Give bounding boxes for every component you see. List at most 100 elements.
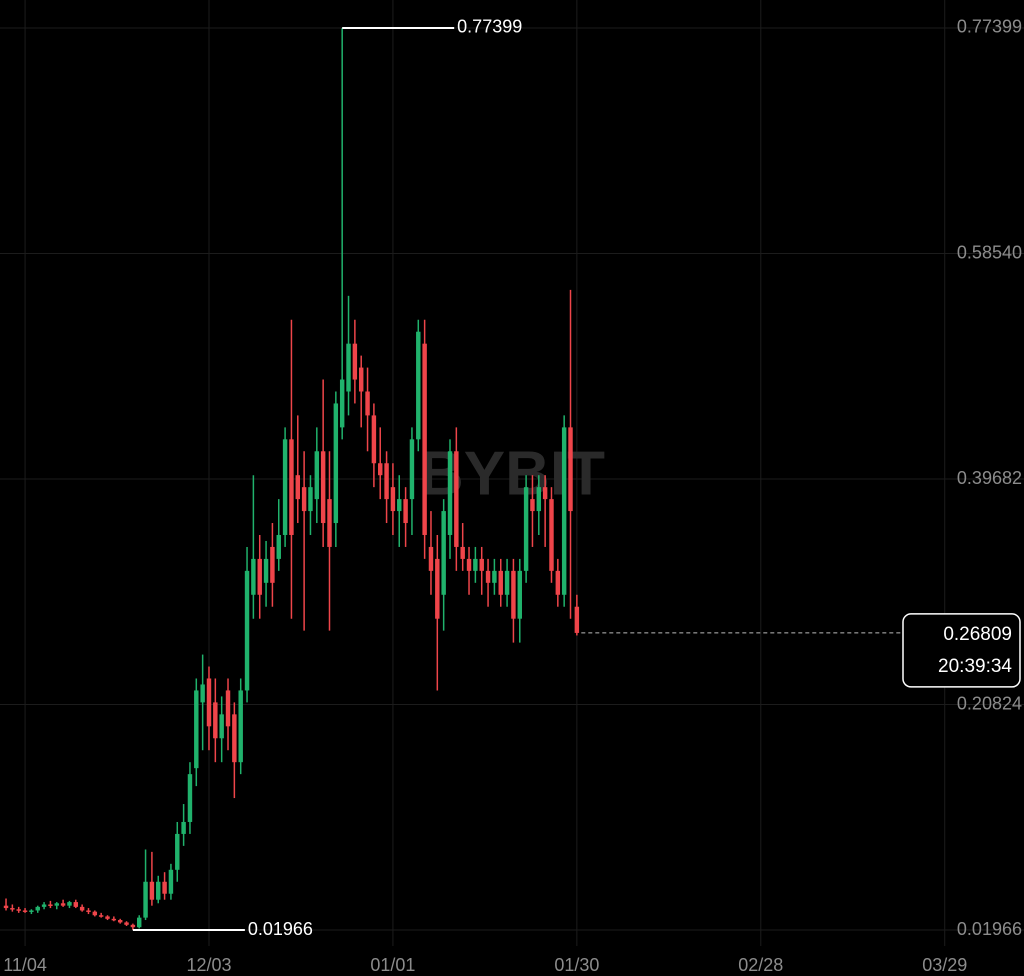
candle-body <box>206 678 212 727</box>
candle-body <box>232 714 237 763</box>
candle-body <box>257 558 262 595</box>
candle-body <box>333 403 339 524</box>
candle-body <box>460 546 465 559</box>
candle-body <box>263 558 269 583</box>
candle-body <box>79 906 85 911</box>
candle-body <box>511 570 516 619</box>
y-tick-label: 0.20824 <box>957 693 1022 713</box>
candle-body <box>447 451 453 535</box>
candle-body <box>314 451 320 500</box>
candle-body <box>175 833 180 870</box>
candle-body <box>73 902 79 907</box>
candle-body <box>441 511 446 595</box>
low-marker-label: 0.01966 <box>248 919 313 939</box>
candle-body <box>403 499 408 524</box>
candle-body <box>225 690 231 727</box>
candle-body <box>124 922 129 925</box>
candle-body <box>378 463 383 476</box>
candle-body <box>3 905 9 909</box>
candle-body <box>358 367 364 392</box>
candle-body <box>327 499 332 547</box>
candle-body <box>98 915 104 917</box>
x-tick-label: 03/29 <box>922 955 967 975</box>
candle-body <box>270 546 275 583</box>
candle-body <box>504 570 510 595</box>
candle-body <box>390 487 396 512</box>
candle-body <box>536 487 542 512</box>
candle-body <box>48 904 53 906</box>
candle-body <box>111 918 117 921</box>
candle-body <box>352 343 358 380</box>
high-marker-label: 0.77399 <box>457 17 522 37</box>
candle-body <box>561 427 567 595</box>
y-tick-label: 0.39682 <box>957 468 1022 488</box>
x-tick-label: 11/04 <box>3 955 47 975</box>
candle-body <box>555 570 561 595</box>
candle-body <box>492 570 497 583</box>
candle-body <box>371 415 377 464</box>
candle-body <box>530 499 535 512</box>
candle-body <box>168 869 174 894</box>
candle-body <box>523 487 529 571</box>
candle-body <box>60 903 66 906</box>
candle-body <box>549 499 554 571</box>
candle-body <box>187 774 193 822</box>
candle-body <box>346 343 351 392</box>
candle-body <box>143 881 148 918</box>
candle-body <box>542 487 548 500</box>
candle-body <box>435 558 440 619</box>
x-tick-label: 02/28 <box>738 955 783 975</box>
candle-body <box>238 690 243 763</box>
candle-body <box>35 906 40 911</box>
candle-body <box>416 331 421 440</box>
candle-body <box>339 379 345 428</box>
candle-body <box>574 606 580 633</box>
candle-body <box>86 910 91 912</box>
candle-body <box>219 714 224 739</box>
candle-body <box>117 920 123 923</box>
candle-body <box>466 558 472 571</box>
candle-body <box>105 916 110 919</box>
candle-body <box>276 534 281 559</box>
candle-body <box>409 439 415 500</box>
y-tick-label: 0.01966 <box>957 919 1022 939</box>
candle-body <box>194 690 199 769</box>
countdown-label: 20:39:34 <box>938 656 1012 677</box>
candle-body <box>320 451 326 524</box>
candle-body <box>517 570 522 619</box>
watermark: BYBIT <box>419 439 605 508</box>
candle-body <box>251 558 256 595</box>
candle-body <box>485 570 491 583</box>
candle-body <box>568 427 573 512</box>
candle-body <box>162 881 167 894</box>
candle-body <box>301 487 307 512</box>
candle-body <box>130 924 136 928</box>
candle-body <box>149 881 155 900</box>
candle-body <box>10 908 15 910</box>
candle-body <box>136 917 142 928</box>
last-price-label: 0.26809 <box>943 624 1012 645</box>
candle-body <box>41 904 47 907</box>
candle-body <box>156 881 161 900</box>
candle-body <box>428 546 434 571</box>
candle-body <box>454 451 459 547</box>
candle-body <box>29 910 34 912</box>
x-tick-label: 12/03 <box>186 955 231 975</box>
candle-body <box>397 499 402 512</box>
candle-body <box>282 439 288 535</box>
candle-body <box>295 475 301 500</box>
y-tick-label: 0.58540 <box>957 242 1022 262</box>
candle-body <box>16 909 21 911</box>
candle-body <box>213 702 218 739</box>
x-tick-label: 01/30 <box>554 955 599 975</box>
candle-body <box>422 343 427 535</box>
x-tick-label: 01/01 <box>370 955 415 975</box>
candle-body <box>384 463 389 500</box>
candle-body <box>308 487 313 512</box>
candle-body <box>181 821 186 834</box>
candle-body <box>365 391 370 416</box>
candle-body <box>67 902 72 906</box>
candle-body <box>473 558 478 571</box>
